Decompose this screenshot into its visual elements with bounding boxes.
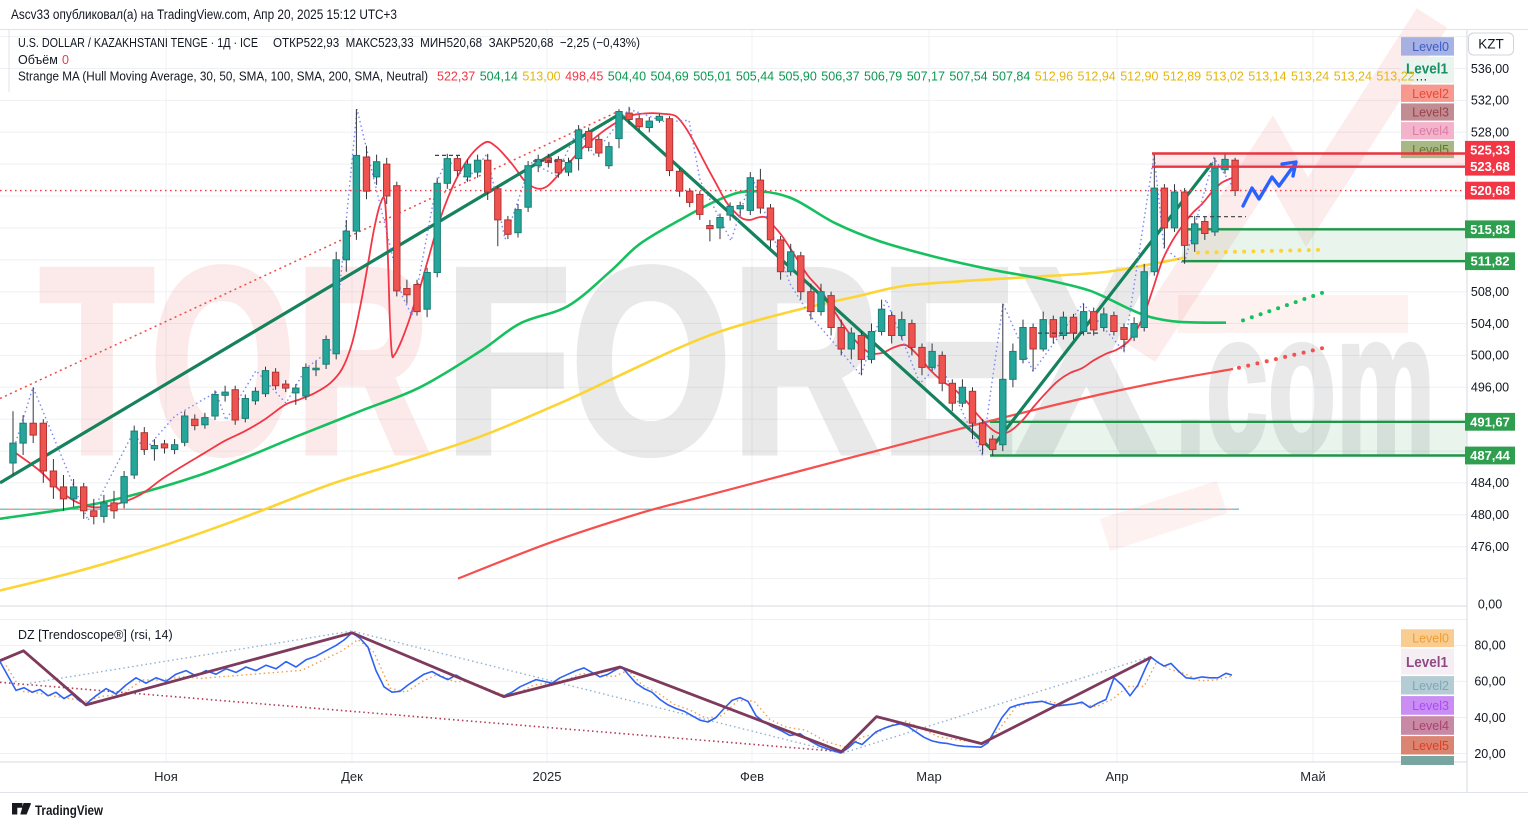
svg-text:504,14: 504,14 xyxy=(480,70,518,84)
svg-text:0,00: 0,00 xyxy=(1478,597,1502,611)
svg-text:0: 0 xyxy=(62,53,69,67)
svg-text:504,00: 504,00 xyxy=(1471,317,1509,331)
svg-text:FOREX: FOREX xyxy=(445,213,1156,508)
svg-text:60,00: 60,00 xyxy=(1474,675,1505,689)
svg-text:512,96: 512,96 xyxy=(1035,70,1073,84)
svg-text:Дек: Дек xyxy=(341,769,363,784)
svg-text:498,45: 498,45 xyxy=(565,70,603,84)
svg-text:528,00: 528,00 xyxy=(1471,126,1509,140)
svg-text:491,67: 491,67 xyxy=(1470,414,1510,429)
svg-text:513,02: 513,02 xyxy=(1206,70,1244,84)
svg-text:513,00: 513,00 xyxy=(522,70,560,84)
svg-text:512,89: 512,89 xyxy=(1163,70,1201,84)
svg-text:505,90: 505,90 xyxy=(779,70,817,84)
svg-text:522,37: 522,37 xyxy=(437,70,475,84)
svg-text:476,00: 476,00 xyxy=(1471,540,1509,554)
svg-text:KZT: KZT xyxy=(1478,37,1504,52)
svg-text:U.S. DOLLAR / KAZAKHSTANI TENG: U.S. DOLLAR / KAZAKHSTANI TENGE · 1Д · I… xyxy=(18,35,258,50)
svg-text:512,94: 512,94 xyxy=(1078,70,1116,84)
svg-text:504,69: 504,69 xyxy=(651,70,689,84)
svg-text:Level2: Level2 xyxy=(1412,87,1449,101)
svg-text:536,00: 536,00 xyxy=(1471,62,1509,76)
svg-text:507,54: 507,54 xyxy=(949,70,987,84)
svg-text:508,00: 508,00 xyxy=(1471,285,1509,299)
svg-text:TOR: TOR xyxy=(40,213,430,508)
svg-text:Level5: Level5 xyxy=(1412,739,1449,753)
svg-text:511,82: 511,82 xyxy=(1470,254,1509,269)
svg-text:.com: .com xyxy=(1175,272,1435,495)
svg-text:Ноя: Ноя xyxy=(154,769,178,784)
svg-text:512,90: 512,90 xyxy=(1120,70,1158,84)
svg-text:480,00: 480,00 xyxy=(1471,508,1509,522)
svg-text:507,84: 507,84 xyxy=(992,70,1030,84)
svg-text:ОТКР522,93 МАКС523,33 МИН520: ОТКР522,93 МАКС523,33 МИН520,68 ЗАКР520,… xyxy=(273,35,640,50)
svg-text:Level4: Level4 xyxy=(1412,124,1449,138)
svg-text:Мар: Мар xyxy=(916,769,941,784)
svg-text:2025: 2025 xyxy=(533,769,562,784)
svg-text:Май: Май xyxy=(1300,769,1325,784)
svg-text:506,79: 506,79 xyxy=(864,70,902,84)
svg-text:Объём: Объём xyxy=(18,53,58,67)
svg-text:Level2: Level2 xyxy=(1412,679,1449,693)
svg-text:80,00: 80,00 xyxy=(1474,639,1505,653)
svg-text:505,01: 505,01 xyxy=(693,70,731,84)
svg-text:Strange MA (Hull Moving Averag: Strange MA (Hull Moving Average, 30, 50,… xyxy=(18,70,428,84)
svg-text:523,68: 523,68 xyxy=(1470,159,1510,174)
svg-text:…: … xyxy=(1415,70,1428,84)
svg-text:532,00: 532,00 xyxy=(1471,94,1509,108)
svg-text:500,00: 500,00 xyxy=(1471,349,1509,363)
svg-text:40,00: 40,00 xyxy=(1474,711,1505,725)
svg-text:DZ [Trendoscope®] (rsi, 14): DZ [Trendoscope®] (rsi, 14) xyxy=(18,628,173,642)
svg-text:507,17: 507,17 xyxy=(907,70,945,84)
svg-text:487,44: 487,44 xyxy=(1470,448,1511,463)
svg-text:Level0: Level0 xyxy=(1412,40,1449,54)
svg-text:513,22: 513,22 xyxy=(1376,70,1414,84)
svg-text:515,83: 515,83 xyxy=(1470,222,1510,237)
svg-text:513,14: 513,14 xyxy=(1248,70,1286,84)
svg-text:Level1: Level1 xyxy=(1406,654,1448,671)
svg-text:Level3: Level3 xyxy=(1412,699,1449,713)
svg-text:Level4: Level4 xyxy=(1412,719,1449,733)
svg-text:20,00: 20,00 xyxy=(1474,747,1505,761)
svg-text:525,33: 525,33 xyxy=(1470,142,1510,157)
svg-text:Level1: Level1 xyxy=(1406,61,1448,78)
svg-text:Апр: Апр xyxy=(1106,769,1129,784)
svg-text:484,00: 484,00 xyxy=(1471,476,1509,490)
svg-text:496,00: 496,00 xyxy=(1471,381,1509,395)
svg-text:Level0: Level0 xyxy=(1412,632,1449,646)
svg-text:504,40: 504,40 xyxy=(608,70,646,84)
svg-text:Ascv33 опубликовал(а) на Tradi: Ascv33 опубликовал(а) на TradingView.com… xyxy=(11,7,397,22)
svg-text:Level3: Level3 xyxy=(1412,106,1449,120)
svg-text:505,44: 505,44 xyxy=(736,70,774,84)
svg-text:Фев: Фев xyxy=(740,769,764,784)
svg-text:513,24: 513,24 xyxy=(1291,70,1329,84)
svg-text:TradingView: TradingView xyxy=(35,803,103,818)
svg-text:Level5: Level5 xyxy=(1412,143,1449,157)
svg-text:506,37: 506,37 xyxy=(821,70,859,84)
svg-text:520,68: 520,68 xyxy=(1470,183,1510,198)
svg-text:513,24: 513,24 xyxy=(1334,70,1372,84)
